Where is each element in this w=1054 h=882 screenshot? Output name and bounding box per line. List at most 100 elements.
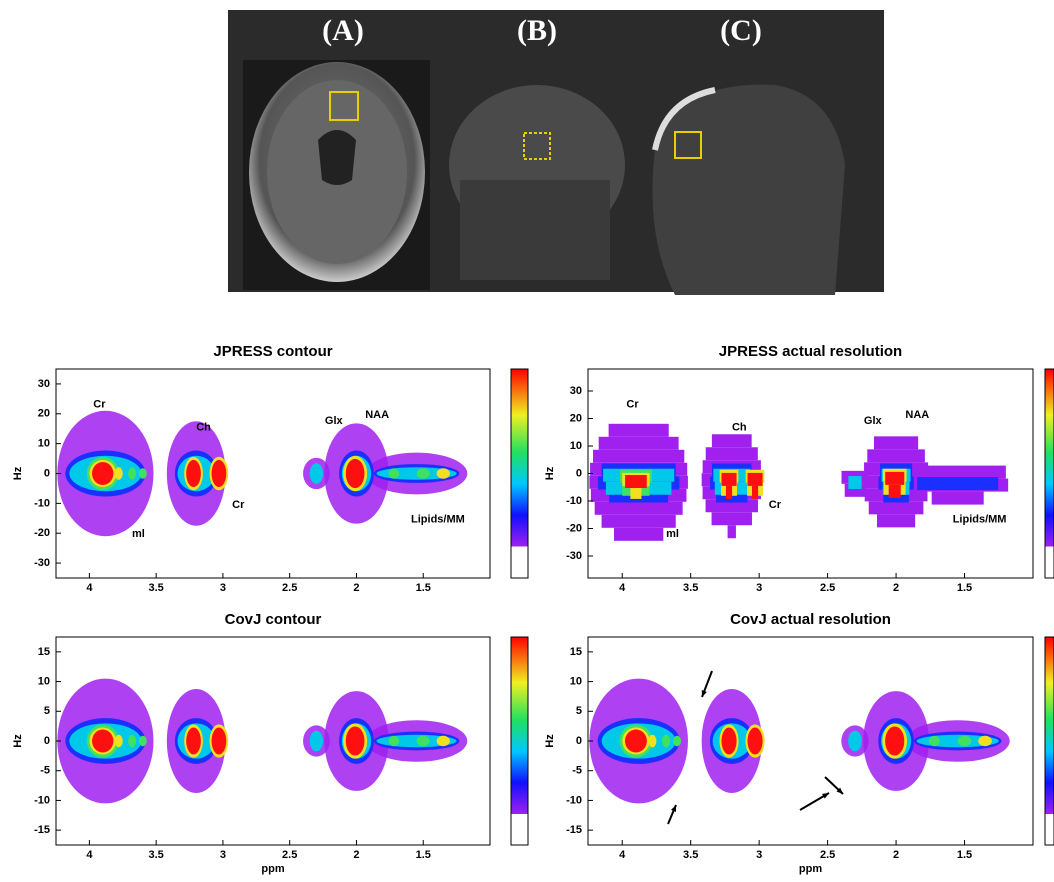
- x-tick-label: 4: [86, 582, 93, 594]
- y-axis-label: Hz: [12, 466, 24, 480]
- spectrum-cell: [931, 491, 984, 505]
- y-tick-label: 10: [570, 440, 582, 452]
- spectrum-cell: [608, 423, 669, 437]
- peak-label: NAA: [365, 409, 389, 421]
- spectrum: [589, 423, 1009, 541]
- colorbar: [1044, 636, 1054, 846]
- peak-label: Cr: [93, 398, 106, 410]
- peak-label: Glx: [864, 415, 883, 427]
- chart-title: CovJ contour: [225, 611, 322, 628]
- spectrum-cell: [874, 436, 919, 450]
- x-tick-label: 2.5: [282, 582, 297, 594]
- spectrum-contour: [957, 735, 972, 747]
- y-tick-label: -20: [566, 522, 582, 534]
- panel-label: (B): [517, 14, 557, 47]
- spectrum-cell: [594, 501, 683, 515]
- spectrum-contour: [436, 735, 450, 747]
- spectrum-cell: [727, 525, 736, 539]
- spectrum-contour: [138, 735, 147, 747]
- colorbar: [510, 636, 529, 846]
- x-tick-label: 4: [619, 849, 626, 861]
- y-tick-label: 10: [38, 675, 50, 687]
- x-tick-label: 4: [619, 582, 626, 594]
- y-tick-label: 5: [44, 705, 50, 717]
- y-tick-label: 10: [570, 675, 582, 687]
- arrow-head: [701, 690, 707, 697]
- chart-title: JPRESS contour: [213, 343, 332, 360]
- spectrum-contour: [128, 467, 137, 480]
- x-tick-label: 3: [220, 849, 226, 861]
- x-tick-label: 2.5: [820, 582, 835, 594]
- peak-label: ml: [666, 528, 679, 540]
- y-tick-label: -30: [34, 557, 50, 569]
- spectrum-cell: [711, 434, 752, 448]
- spectrum-contour: [186, 459, 201, 488]
- peak-label: Cr: [626, 398, 639, 410]
- arrow-head: [822, 793, 829, 799]
- x-tick-label: 1.5: [416, 849, 431, 861]
- y-axis-label: Hz: [12, 734, 24, 748]
- panel-label: (C): [720, 14, 762, 47]
- spectrum-contour: [309, 463, 324, 484]
- spectrum-contour: [416, 468, 430, 479]
- spectrum-contour: [186, 727, 201, 755]
- y-tick-label: 15: [570, 646, 582, 658]
- x-tick-label: 2: [353, 582, 359, 594]
- chart: JPRESS actual resolution Hz 4 3.5 3 2.5 2 1.5 -3…: [544, 343, 1054, 594]
- peak-label: NAA: [905, 409, 929, 421]
- spectrum-contour: [885, 726, 905, 756]
- x-tick-label: 1.5: [957, 582, 972, 594]
- spectrum-contour: [672, 735, 682, 747]
- x-tick-label: 3.5: [683, 849, 698, 861]
- x-axis-label: ppm: [799, 863, 822, 875]
- y-tick-label: -5: [40, 765, 50, 777]
- spectrum-contour: [648, 734, 657, 748]
- spectrum-contour: [848, 730, 862, 752]
- y-tick-label: 30: [570, 385, 582, 397]
- y-tick-label: -15: [566, 824, 582, 836]
- x-tick-label: 2: [893, 849, 899, 861]
- y-tick-label: -20: [34, 527, 50, 539]
- y-tick-label: -5: [572, 765, 582, 777]
- y-axis-label: Hz: [544, 466, 556, 480]
- colorbar: [510, 368, 529, 579]
- y-tick-label: -10: [566, 495, 582, 507]
- spectrum-contour: [747, 727, 763, 755]
- x-tick-label: 1.5: [416, 582, 431, 594]
- peak-label: Ch: [196, 421, 211, 433]
- spectrum-cell: [885, 471, 905, 485]
- spectrum-contour: [92, 729, 114, 753]
- x-tick-label: 2.5: [820, 849, 835, 861]
- y-tick-label: 5: [576, 705, 582, 717]
- spectrum-cell: [630, 485, 642, 499]
- mri-panel: (A) (B) (C): [228, 10, 884, 296]
- spectrum-contour: [928, 735, 940, 747]
- spectrum-cell: [601, 514, 676, 528]
- spectrum-contour: [114, 467, 123, 480]
- chart-title: CovJ actual resolution: [730, 611, 891, 628]
- y-tick-label: 20: [38, 408, 50, 420]
- spectrum-contour: [138, 468, 147, 479]
- spectrum-contour: [978, 735, 992, 747]
- spectrum-contour: [211, 727, 227, 755]
- y-tick-label: -30: [566, 550, 582, 562]
- x-tick-label: 2: [893, 582, 899, 594]
- spectrum-cell: [747, 472, 763, 486]
- spectrum-cell: [593, 449, 685, 463]
- x-tick-label: 4: [86, 849, 93, 861]
- spectrum-cell: [888, 484, 901, 498]
- spectrum-cell: [909, 465, 1006, 479]
- spectrum-cell: [625, 475, 647, 489]
- x-tick-label: 3.5: [149, 582, 164, 594]
- spectrum-contour: [114, 734, 123, 748]
- y-tick-label: -10: [34, 794, 50, 806]
- spectrum-contour: [92, 462, 114, 485]
- y-tick-label: 0: [576, 467, 582, 479]
- peak-label: Glx: [325, 415, 344, 427]
- spectrum-cell: [848, 476, 862, 490]
- spectrum-contour: [388, 735, 400, 747]
- spectrum-cell: [721, 472, 737, 486]
- spectrum-cell: [725, 485, 733, 499]
- y-tick-label: 0: [576, 735, 582, 747]
